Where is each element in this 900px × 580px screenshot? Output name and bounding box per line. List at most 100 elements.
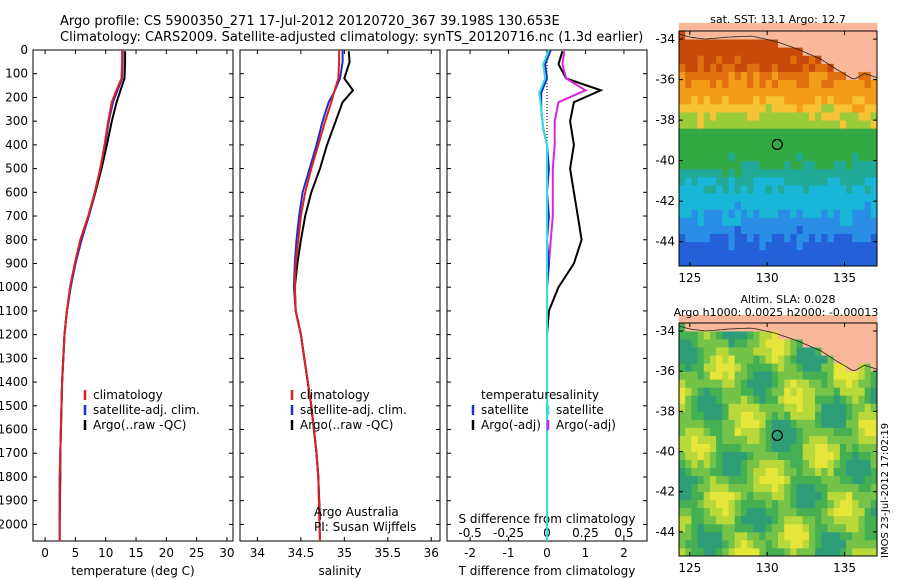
sst_map-cell [697,257,705,267]
sla_map-cell [815,507,822,517]
sst_map-cell [740,241,748,251]
sst_map-cell [728,209,736,218]
sla_map-cell [852,475,859,485]
sla_map-cell [759,339,767,348]
sst_map-cell [864,225,872,234]
sla_map-cell [747,467,754,477]
sla_map-cell [808,467,816,477]
sla_map-cell [784,387,791,396]
sla_map-cell [796,323,804,332]
sla_map-cell [685,483,692,493]
sst_map-cell [864,233,872,243]
sla_map-cell [709,507,717,517]
sla_map-cell [802,339,810,348]
sst_map-cell [784,249,791,259]
sst_map-cell [815,144,822,153]
sst_map-cell [728,112,736,121]
sst_map-cell [740,95,748,105]
sla_map-cell [722,395,729,404]
sst_map-cell [870,87,878,97]
sla_map-cell [703,547,711,557]
sla_map-cell [703,371,711,380]
sst_map-cell [691,209,698,218]
sst_map-cell [846,225,853,234]
sla_map-cell [709,387,717,396]
sla_map-cell [685,531,692,541]
sst_map-cell [728,152,736,162]
sst_map-cell [765,47,773,56]
sst_map-cell [839,225,847,234]
sla_map-cell [709,331,717,340]
sst_map-cell [771,184,779,194]
sla_map-cell [734,547,742,557]
sla_map-cell [821,507,828,517]
sla_map-cell [753,467,760,477]
sst_map-cell [778,225,785,234]
sla_map-cell [790,499,797,509]
sla_map-cell [827,451,835,460]
sla_map-cell [870,435,878,444]
sla_map-cell [821,443,828,452]
sst_map-cell [802,193,810,202]
sla_map-cell [697,443,705,452]
sst_map-cell [697,63,705,72]
sst_map-cell [703,103,711,113]
sla_map-cell [740,459,748,469]
sst_map-cell [679,249,686,259]
sla_map-cell [759,411,767,420]
sst_map-cell [765,22,773,32]
sla_map-cell [716,483,723,493]
sst_map-cell [685,193,692,202]
sla_map-cell [870,507,878,517]
sla_map-cell [765,379,773,388]
sst_map-cell [722,128,729,137]
sst_map-cell [864,176,872,186]
sst_map-cell [827,233,835,243]
sst_map-cell [679,87,686,97]
sst_map-cell [691,39,698,48]
sst_map-cell [679,22,686,32]
sla_map-cell [691,435,698,444]
sla_map-cell [833,355,841,364]
sst_map-cell [685,168,692,178]
sst_map-cell [808,257,816,267]
sla_map-cell [796,531,804,541]
sst_map-cell [839,87,847,97]
sla_map-xtick-label: 135 [833,561,856,575]
sla_map-cell [870,363,878,372]
sla_map-cell [728,379,736,388]
sst_map-cell [740,160,748,170]
sst_map-cell [833,31,841,40]
sla_map-cell [808,499,816,509]
sla_map-cell [679,314,686,324]
sla_map-cell [747,314,754,324]
sst_map-cell [728,241,736,251]
sla_map-cell [790,323,797,332]
sla_map-cell [765,475,773,485]
sst_map-cell [802,87,810,97]
sla_map-cell [765,459,773,469]
sla_map-cell [685,435,692,444]
sla_map-cell [796,507,804,517]
sst_map-cell [839,63,847,72]
sst_map-cell [778,79,785,89]
sla_map-cell [722,339,729,348]
sla_map-cell [808,331,816,340]
sst_map-cell [778,55,785,64]
sla_map-cell [858,347,866,356]
sst_map-cell [765,112,773,121]
sst_map-cell [716,249,723,259]
sla_map-cell [753,443,760,452]
sst_map-cell [771,152,779,162]
sst_map-cell [778,184,785,194]
sla_map-cell [827,507,835,517]
sla_map-cell [703,515,711,525]
sst_map-cell [753,193,760,202]
sla_map-cell [722,459,729,469]
sla_map-cell [697,467,705,477]
sst_map-cell [839,31,847,40]
sla_map-cell [771,314,779,324]
sla_map-cell [679,435,686,444]
sst_map-cell [716,233,723,243]
temp-legend-label: Argo(..raw -QC) [93,418,186,432]
